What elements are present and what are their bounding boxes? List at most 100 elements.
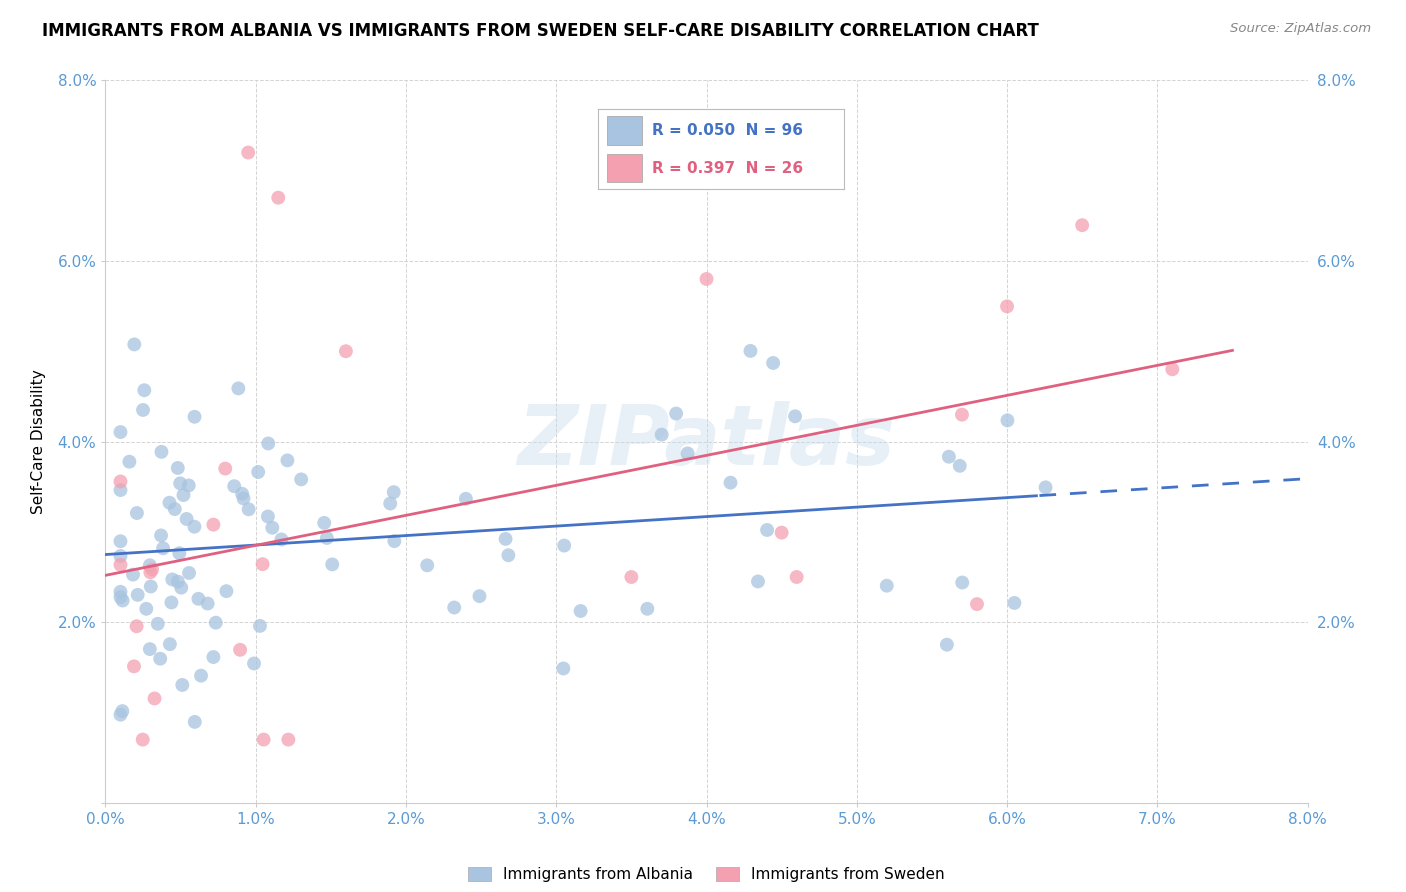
Point xyxy=(1161,362,1184,376)
Point xyxy=(141,562,163,576)
Point xyxy=(950,575,973,590)
Point xyxy=(110,475,132,489)
Point xyxy=(966,597,988,611)
Legend: Immigrants from Albania, Immigrants from Sweden: Immigrants from Albania, Immigrants from… xyxy=(463,861,950,888)
Point xyxy=(785,409,807,424)
Point xyxy=(150,445,173,459)
Point xyxy=(146,616,169,631)
Point xyxy=(277,732,299,747)
Point xyxy=(232,491,254,506)
Point xyxy=(257,436,280,450)
Point xyxy=(949,458,972,473)
Point xyxy=(498,548,520,562)
Point xyxy=(229,642,252,657)
Point xyxy=(110,584,132,599)
Point xyxy=(110,534,132,549)
Point xyxy=(135,602,157,616)
Point xyxy=(110,549,132,563)
Point xyxy=(110,707,132,722)
Point xyxy=(231,487,253,501)
Point xyxy=(139,642,162,657)
Point xyxy=(276,453,298,467)
Point xyxy=(127,588,149,602)
Point xyxy=(252,732,274,747)
Point xyxy=(495,532,517,546)
Point xyxy=(720,475,742,490)
Point xyxy=(167,574,190,589)
Point xyxy=(290,472,312,486)
Point xyxy=(468,589,491,603)
Point xyxy=(262,521,284,535)
Point xyxy=(740,343,762,358)
Point xyxy=(876,579,898,593)
Point xyxy=(995,299,1018,313)
Point xyxy=(170,581,193,595)
Point xyxy=(125,619,148,633)
Point xyxy=(172,488,194,502)
Point xyxy=(159,496,181,510)
Point xyxy=(267,191,290,205)
Point xyxy=(314,516,336,530)
Point xyxy=(651,427,673,442)
Point xyxy=(247,465,270,479)
Point xyxy=(169,546,191,560)
Text: ZIPatlas: ZIPatlas xyxy=(517,401,896,482)
Point xyxy=(665,407,688,421)
Point xyxy=(950,408,973,422)
Point xyxy=(756,523,779,537)
Point xyxy=(238,145,260,160)
Point xyxy=(204,615,226,630)
Point xyxy=(214,461,236,475)
Point xyxy=(270,533,292,547)
Point xyxy=(184,714,207,729)
Point xyxy=(149,651,172,665)
Point xyxy=(132,732,155,747)
Point xyxy=(110,425,132,439)
Point xyxy=(183,409,205,424)
Point xyxy=(110,558,132,572)
Text: IMMIGRANTS FROM ALBANIA VS IMMIGRANTS FROM SWEDEN SELF-CARE DISABILITY CORRELATI: IMMIGRANTS FROM ALBANIA VS IMMIGRANTS FR… xyxy=(42,22,1039,40)
Point xyxy=(111,593,134,607)
Point xyxy=(111,704,134,718)
Point xyxy=(176,512,198,526)
Point xyxy=(150,528,173,542)
Point xyxy=(139,558,162,573)
Y-axis label: Self-Care Disability: Self-Care Disability xyxy=(31,369,46,514)
Point xyxy=(190,668,212,682)
Point xyxy=(786,570,808,584)
Point xyxy=(143,691,166,706)
Point xyxy=(110,590,132,604)
Point xyxy=(160,595,183,609)
Point xyxy=(238,502,260,516)
Point xyxy=(118,455,141,469)
Point xyxy=(122,659,145,673)
Point xyxy=(938,450,960,464)
Point xyxy=(569,604,592,618)
Point xyxy=(132,403,155,417)
Point xyxy=(110,483,132,497)
Point xyxy=(152,541,174,556)
Point xyxy=(215,584,238,599)
Point xyxy=(228,381,250,395)
Point xyxy=(252,557,274,571)
Point xyxy=(172,678,194,692)
Point xyxy=(139,580,162,594)
Point xyxy=(335,344,357,359)
Point xyxy=(162,573,184,587)
Point xyxy=(380,496,402,510)
Point xyxy=(202,650,225,665)
Point xyxy=(159,637,181,651)
Point xyxy=(1035,480,1057,494)
FancyBboxPatch shape xyxy=(607,154,641,182)
Point xyxy=(249,619,271,633)
Point xyxy=(125,506,148,520)
Point xyxy=(443,600,465,615)
Text: R = 0.050  N = 96: R = 0.050 N = 96 xyxy=(651,123,803,138)
Point xyxy=(770,525,793,540)
Point xyxy=(139,566,162,580)
Point xyxy=(224,479,246,493)
Point xyxy=(243,657,266,671)
Point xyxy=(257,509,280,524)
Text: Source: ZipAtlas.com: Source: ZipAtlas.com xyxy=(1230,22,1371,36)
Point xyxy=(166,461,188,475)
